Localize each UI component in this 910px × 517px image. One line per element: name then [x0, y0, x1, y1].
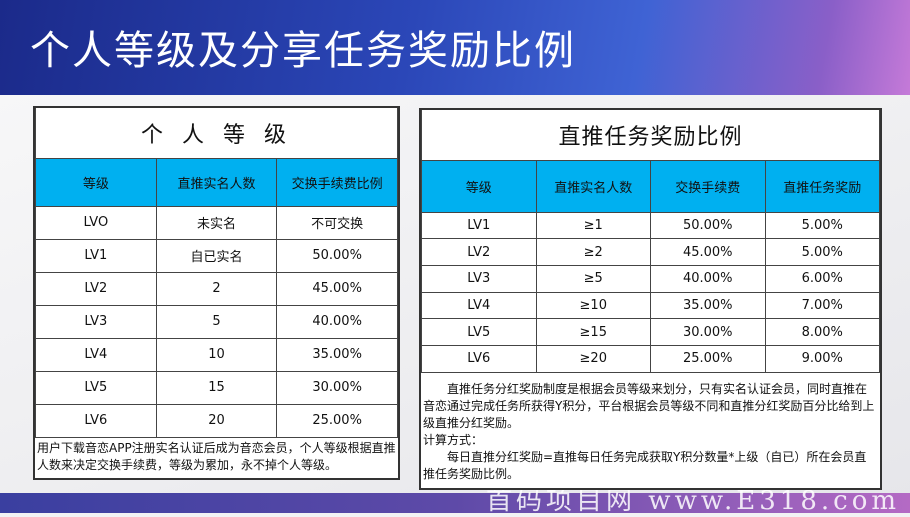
table-row: LV4 ≥10 35.00% 7.00%	[421, 291, 880, 320]
watermark: 首码项目网 www.E318.com	[486, 486, 900, 516]
table-cell: 5.00%	[764, 211, 880, 240]
table-cell: 5	[155, 304, 278, 339]
table-cell: ≥10	[535, 291, 651, 320]
table-row: LV6 ≥20 25.00% 9.00%	[421, 344, 880, 373]
note-paragraph: 直推任务分红奖励制度是根据会员等级来划分，只有实名认证会员，同时直推在音恋通过完…	[423, 381, 875, 430]
table-cell: ≥1	[535, 211, 651, 240]
table-title: 直推任务奖励比例	[421, 110, 880, 161]
table-cell: 7.00%	[764, 291, 880, 320]
table-cell: 50.00%	[650, 211, 766, 240]
title-banner: 个人等级及分享任务奖励比例	[0, 0, 910, 95]
table-cell: 25.00%	[650, 344, 766, 373]
table-cell: 20	[155, 403, 278, 438]
table-row: LV3 5 40.00%	[35, 304, 398, 339]
table-cell: 未实名	[155, 205, 278, 240]
page-title: 个人等级及分享任务奖励比例	[30, 28, 576, 74]
table-cell: LVO	[35, 205, 157, 240]
header-cell: 直推实名人数	[535, 159, 651, 213]
table-title: 个 人 等 级	[35, 108, 398, 159]
table-cell: 不可交换	[276, 205, 398, 240]
table-cell: LV6	[35, 403, 157, 438]
table-row: LV1 自已实名 50.00%	[35, 238, 398, 273]
table-row: LV2 2 45.00%	[35, 271, 398, 306]
table-cell: 45.00%	[650, 238, 766, 266]
table-cell: 自已实名	[155, 238, 278, 273]
table-cell: ≥5	[535, 264, 651, 293]
table-cell: LV3	[35, 304, 157, 339]
table-cell: 2	[155, 271, 278, 306]
table-cell: LV2	[35, 271, 157, 306]
table-row: LV5 15 30.00%	[35, 370, 398, 405]
table-row: LV4 10 35.00%	[35, 337, 398, 372]
header-cell: 直推任务奖励	[764, 159, 880, 213]
note-formula-label: 计算方式：	[423, 432, 484, 447]
table-row: LV1 ≥1 50.00% 5.00%	[421, 211, 880, 240]
referral-note: 直推任务分红奖励制度是根据会员等级来划分，只有实名认证会员，同时直推在音恋通过完…	[421, 373, 880, 485]
personal-level-table: 个 人 等 级 等级 直推实名人数 交换手续费比例 LVO 未实名 不可交换 LV1 自已实…	[35, 108, 398, 438]
note-formula: 每日直推分红奖励=直推每日任务完成获取Y积分数量*上级（自已）所在会员直推任务奖…	[423, 449, 867, 481]
table-cell: 30.00%	[276, 370, 398, 405]
table-cell: LV5	[35, 370, 157, 405]
table-cell: 40.00%	[650, 264, 766, 293]
table-row: LV5 ≥15 30.00% 8.00%	[421, 318, 880, 346]
table-cell: ≥2	[535, 238, 651, 266]
table-row: LV6 20 25.00%	[35, 403, 398, 438]
table-cell: LV6	[421, 344, 537, 373]
header-cell: 交换手续费比例	[276, 157, 398, 207]
table-cell: 8.00%	[764, 318, 880, 346]
header-cell: 等级	[421, 159, 537, 213]
table-row: LVO 未实名 不可交换	[35, 205, 398, 240]
table-cell: LV2	[421, 238, 537, 266]
table-cell: 15	[155, 370, 278, 405]
header-cell: 交换手续费	[650, 159, 766, 213]
table-cell: 25.00%	[276, 403, 398, 438]
table-cell: 5.00%	[764, 238, 880, 266]
table-cell: 9.00%	[764, 344, 880, 373]
table-row: LV2 ≥2 45.00% 5.00%	[421, 238, 880, 266]
referral-reward-table: 直推任务奖励比例 等级 直推实名人数 交换手续费 直推任务奖励 LV1 ≥1 50.00%…	[421, 110, 880, 373]
table-cell: LV4	[421, 291, 537, 320]
table-cell: ≥15	[535, 318, 651, 346]
table-cell: LV1	[35, 238, 157, 273]
table-cell: 6.00%	[764, 264, 880, 293]
table-cell: ≥20	[535, 344, 651, 373]
table-cell: LV3	[421, 264, 537, 293]
table-cell: 50.00%	[276, 238, 398, 273]
table-cell: 40.00%	[276, 304, 398, 339]
table-row: LV3 ≥5 40.00% 6.00%	[421, 264, 880, 293]
table-cell: LV1	[421, 211, 537, 240]
table-cell: 35.00%	[276, 337, 398, 372]
table-cell: LV5	[421, 318, 537, 346]
header-cell: 等级	[35, 157, 157, 207]
table-cell: 10	[155, 337, 278, 372]
header-cell: 直推实名人数	[155, 157, 278, 207]
table-cell: 35.00%	[650, 291, 766, 320]
table-cell: 45.00%	[276, 271, 398, 306]
table-cell: 30.00%	[650, 318, 766, 346]
bottom-bar: 首码项目网 www.E318.com	[0, 486, 910, 516]
personal-level-note: 用户下载音恋APP注册实名认证后成为音恋会员，个人等级根据直推人数来决定交换手续…	[37, 440, 396, 472]
personal-level-panel: 个 人 等 级 等级 直推实名人数 交换手续费比例 LVO 未实名 不可交换 LV1 自已实…	[33, 106, 400, 480]
referral-reward-panel: 直推任务奖励比例 等级 直推实名人数 交换手续费 直推任务奖励 LV1 ≥1 50.00%…	[419, 108, 882, 490]
table-cell: LV4	[35, 337, 157, 372]
